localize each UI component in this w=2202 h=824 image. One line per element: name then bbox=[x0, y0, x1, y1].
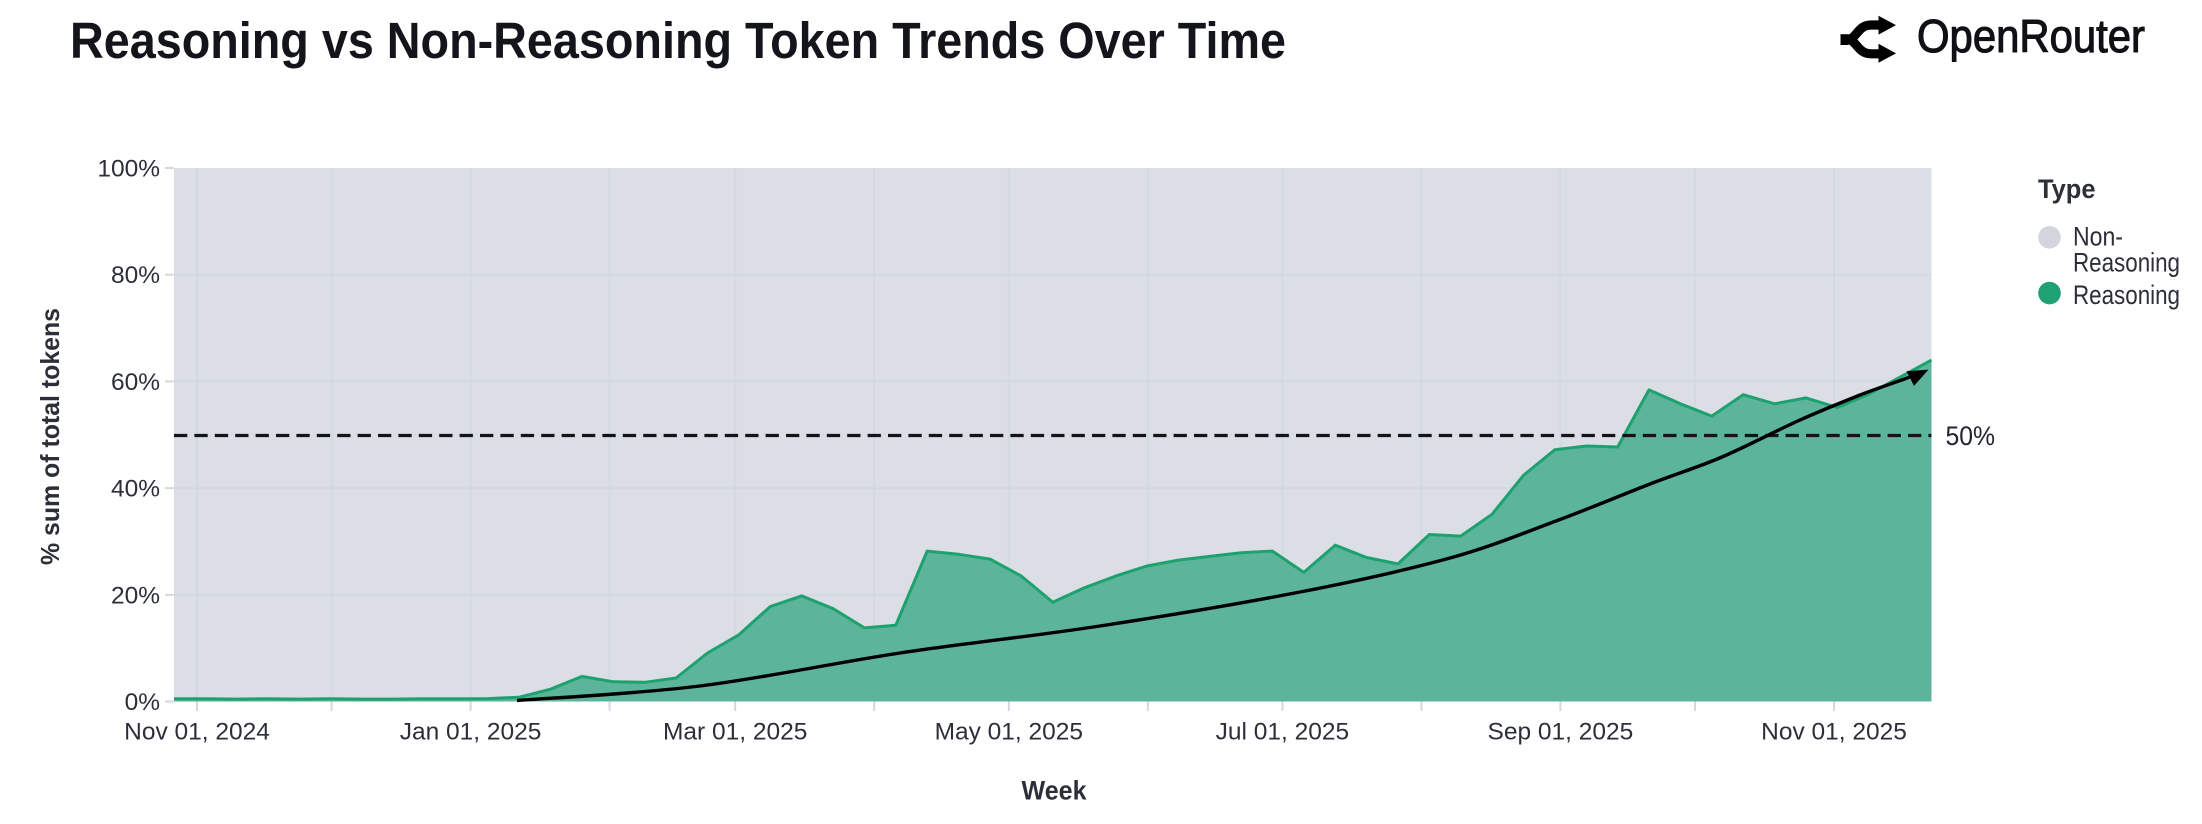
svg-text:Jul 01, 2025: Jul 01, 2025 bbox=[1216, 719, 1350, 746]
svg-text:Non-: Non- bbox=[2073, 222, 2123, 252]
svg-text:Nov 01, 2025: Nov 01, 2025 bbox=[1761, 719, 1907, 746]
svg-text:OpenRouter: OpenRouter bbox=[1917, 10, 2145, 62]
svg-text:0%: 0% bbox=[125, 689, 160, 716]
svg-text:Reasoning vs Non-Reasoning Tok: Reasoning vs Non-Reasoning Token Trends … bbox=[70, 12, 1286, 69]
svg-text:% sum of total tokens: % sum of total tokens bbox=[35, 308, 65, 565]
svg-text:Reasoning: Reasoning bbox=[2073, 248, 2180, 278]
svg-text:Type: Type bbox=[2038, 174, 2096, 204]
svg-text:Week: Week bbox=[1022, 776, 1087, 806]
svg-text:60%: 60% bbox=[111, 369, 160, 396]
svg-text:50%: 50% bbox=[1946, 421, 1996, 451]
svg-text:Mar 01, 2025: Mar 01, 2025 bbox=[663, 719, 807, 746]
svg-text:80%: 80% bbox=[111, 262, 160, 289]
svg-text:Sep 01, 2025: Sep 01, 2025 bbox=[1488, 719, 1634, 746]
svg-text:Nov 01, 2024: Nov 01, 2024 bbox=[124, 719, 270, 746]
svg-text:Reasoning: Reasoning bbox=[2073, 280, 2180, 310]
svg-text:Jan 01, 2025: Jan 01, 2025 bbox=[400, 719, 542, 746]
svg-text:40%: 40% bbox=[111, 476, 160, 503]
svg-text:May 01, 2025: May 01, 2025 bbox=[935, 719, 1083, 746]
svg-text:20%: 20% bbox=[111, 582, 160, 609]
svg-text:100%: 100% bbox=[97, 156, 160, 183]
